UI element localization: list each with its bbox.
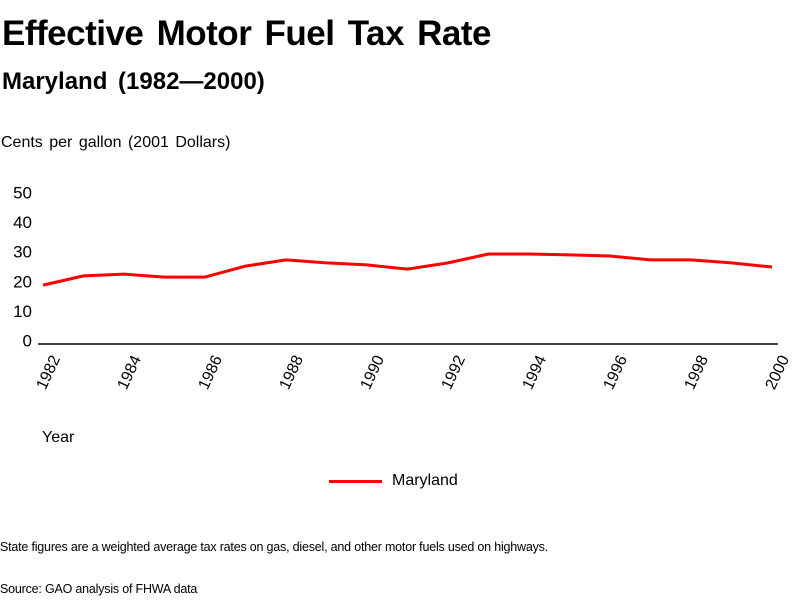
series-group — [42, 252, 773, 287]
y-tick-label: 40 — [13, 213, 32, 232]
y-tick-label: 10 — [13, 302, 32, 321]
y-tick-labels: 0 10 20 30 40 50 — [13, 183, 32, 350]
x-tick-label: 1988 — [277, 353, 307, 393]
series-line-maryland — [42, 252, 773, 287]
legend-swatch-maryland — [329, 479, 382, 483]
chart-subtitle: Maryland (1982—2000) — [2, 68, 265, 95]
x-tick-labels: 1982 1984 1986 1988 1990 1992 1994 1996 1998 2000 — [34, 353, 793, 393]
y-tick-label: 50 — [13, 183, 32, 202]
footnote: State figures are a weighted average tax… — [0, 540, 548, 554]
x-tick-label: 1996 — [601, 353, 631, 393]
y-tick-label: 30 — [13, 243, 32, 262]
x-tick-label: 1990 — [358, 353, 388, 393]
x-axis-label: Year — [42, 429, 75, 446]
x-tick-label: 1986 — [196, 353, 226, 393]
legend: Maryland — [329, 472, 458, 490]
legend-label-maryland: Maryland — [392, 472, 458, 489]
x-tick-label: 1998 — [682, 353, 712, 393]
source-note: Source: GAO analysis of FHWA data — [0, 582, 198, 596]
x-tick-label: 1994 — [520, 353, 550, 393]
x-tick-label: 1984 — [115, 353, 145, 393]
x-tick-label: 2000 — [763, 353, 793, 393]
y-axis-label: Cents per gallon (2001 Dollars) — [1, 134, 231, 151]
chart-title: Effective Motor Fuel Tax Rate — [2, 14, 492, 53]
y-tick-label: 20 — [13, 272, 32, 291]
x-tick-label: 1982 — [34, 353, 64, 393]
y-tick-label: 0 — [23, 331, 32, 350]
x-tick-label: 1992 — [439, 353, 469, 393]
